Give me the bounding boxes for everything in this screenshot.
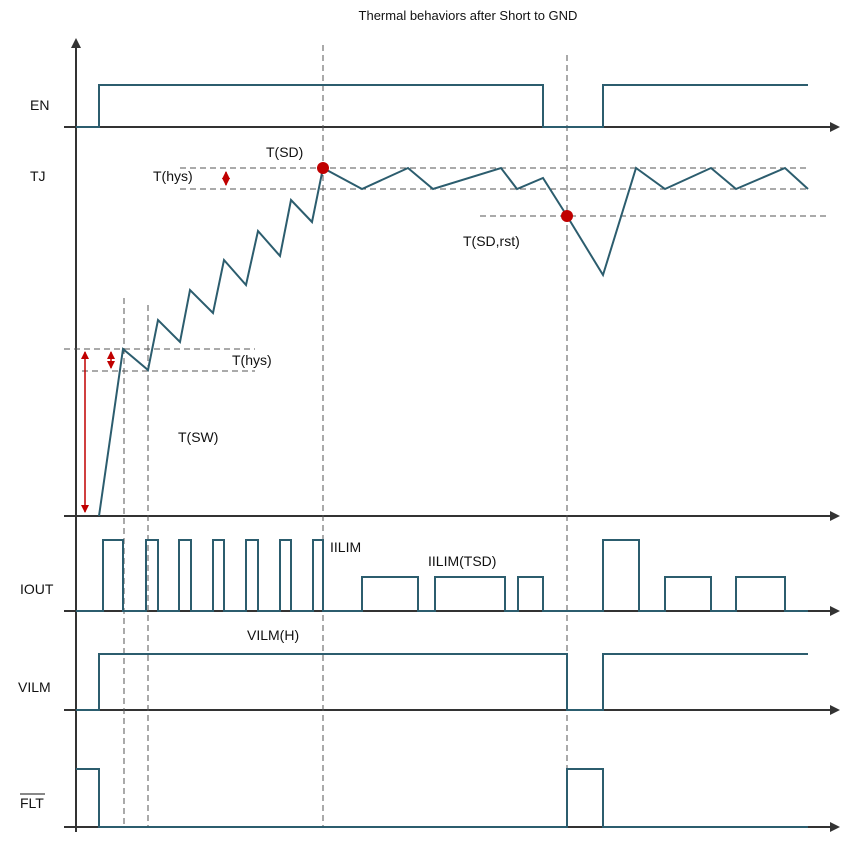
thys-top-annotation: T(hys) bbox=[153, 168, 193, 184]
flt-label: FLT bbox=[20, 795, 44, 811]
tsd-marker-dot bbox=[317, 162, 329, 174]
en-waveform bbox=[76, 84, 808, 128]
flt-waveform bbox=[76, 768, 808, 828]
tsd-rst-marker-dot bbox=[561, 210, 573, 222]
tsw-annotation: T(SW) bbox=[178, 429, 218, 445]
thys-mid-annotation: T(hys) bbox=[232, 352, 272, 368]
tsd-annotation: T(SD) bbox=[266, 144, 303, 160]
iout-label: IOUT bbox=[20, 581, 54, 597]
tj-waveform bbox=[98, 166, 809, 517]
vilm-h-annotation: VILM(H) bbox=[247, 627, 299, 643]
iout-waveform bbox=[76, 539, 808, 612]
vilm-waveform bbox=[76, 653, 808, 711]
tsd-rst-annotation: T(SD,rst) bbox=[463, 233, 520, 249]
iilim-annotation: IILIM bbox=[330, 539, 361, 555]
diagram-title: Thermal behaviors after Short to GND bbox=[359, 8, 578, 23]
vilm-label: VILM bbox=[18, 679, 51, 695]
tj-label: TJ bbox=[30, 168, 46, 184]
en-label: EN bbox=[30, 97, 49, 113]
iilim-tsd-annotation: IILIM(TSD) bbox=[428, 553, 496, 569]
